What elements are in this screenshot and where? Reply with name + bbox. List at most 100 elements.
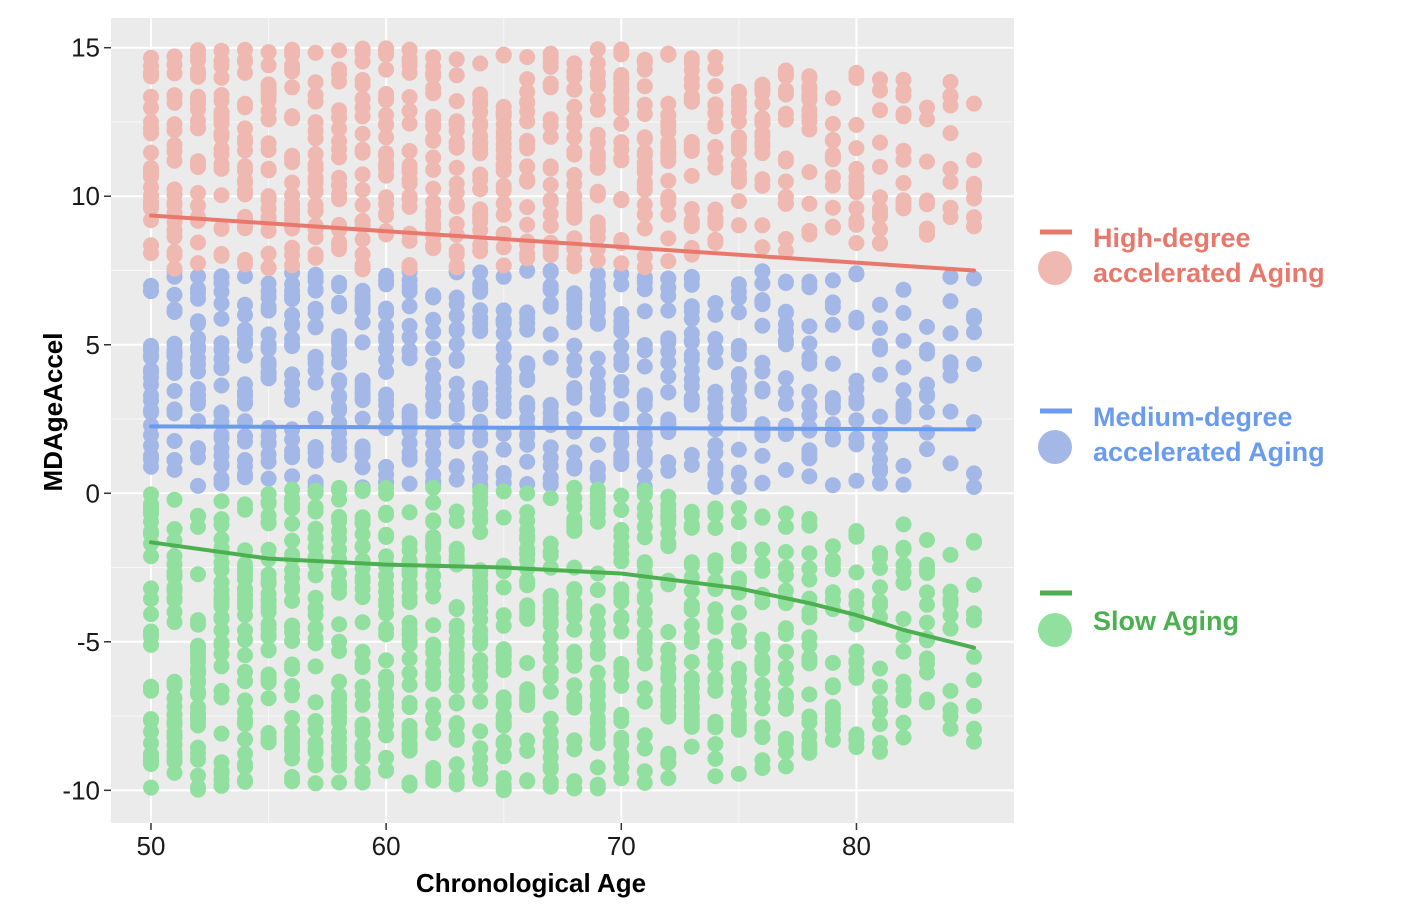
data-point bbox=[448, 259, 465, 276]
y-tick-label: 10 bbox=[71, 181, 100, 211]
data-point bbox=[495, 483, 512, 500]
data-point bbox=[848, 564, 865, 581]
data-point bbox=[307, 348, 324, 365]
data-point bbox=[636, 78, 653, 95]
data-point bbox=[730, 441, 747, 458]
data-point bbox=[284, 391, 301, 408]
data-point bbox=[872, 743, 888, 760]
data-point bbox=[284, 687, 301, 704]
data-point bbox=[166, 195, 183, 212]
data-point bbox=[848, 372, 865, 389]
data-point bbox=[872, 408, 888, 425]
data-point bbox=[213, 359, 230, 375]
data-point bbox=[166, 116, 183, 133]
data-point bbox=[966, 533, 982, 549]
data-point bbox=[754, 474, 771, 491]
data-point bbox=[307, 607, 324, 623]
data-point bbox=[895, 83, 912, 99]
data-point bbox=[872, 204, 888, 221]
data-point bbox=[872, 579, 888, 596]
data-point bbox=[683, 599, 700, 616]
data-point bbox=[378, 300, 395, 317]
data-point bbox=[354, 108, 371, 125]
data-point bbox=[895, 539, 912, 556]
data-point bbox=[919, 318, 935, 335]
data-point bbox=[542, 128, 559, 145]
data-point bbox=[872, 71, 888, 88]
data-point bbox=[425, 453, 442, 470]
data-point bbox=[237, 714, 253, 730]
data-point bbox=[613, 487, 630, 504]
data-point bbox=[331, 402, 348, 419]
data-point bbox=[707, 341, 724, 358]
data-point bbox=[143, 606, 159, 623]
data-point bbox=[636, 565, 653, 582]
data-point bbox=[542, 298, 559, 315]
data-point bbox=[284, 257, 301, 274]
data-point bbox=[683, 738, 700, 755]
data-point bbox=[331, 61, 348, 78]
data-point bbox=[683, 371, 700, 388]
data-point bbox=[166, 181, 183, 198]
data-point bbox=[730, 478, 747, 495]
data-point bbox=[213, 341, 230, 358]
data-point bbox=[942, 455, 959, 472]
data-point bbox=[331, 752, 348, 768]
data-point bbox=[331, 149, 348, 166]
data-point bbox=[378, 267, 395, 284]
data-point bbox=[495, 617, 512, 634]
data-point bbox=[683, 143, 700, 159]
legend-label-line2: accelerated Aging bbox=[1093, 437, 1325, 467]
data-point bbox=[354, 384, 371, 401]
data-point bbox=[824, 131, 841, 148]
data-point bbox=[730, 712, 747, 729]
data-point bbox=[660, 624, 677, 640]
data-point bbox=[166, 65, 183, 82]
data-point bbox=[166, 357, 183, 374]
data-point bbox=[378, 690, 395, 707]
data-point bbox=[401, 57, 418, 74]
data-point bbox=[636, 358, 653, 375]
data-point bbox=[166, 673, 183, 690]
data-point bbox=[754, 676, 771, 693]
data-point bbox=[143, 723, 159, 740]
data-point bbox=[683, 557, 700, 574]
data-point bbox=[895, 151, 912, 168]
data-point bbox=[683, 392, 700, 409]
data-point bbox=[307, 229, 324, 246]
data-point bbox=[354, 334, 371, 351]
data-point bbox=[966, 672, 982, 689]
data-point bbox=[213, 622, 230, 639]
data-point bbox=[566, 511, 583, 528]
data-point bbox=[754, 651, 771, 668]
data-point bbox=[801, 649, 818, 666]
data-point bbox=[660, 107, 677, 124]
data-point bbox=[519, 545, 536, 562]
data-point bbox=[613, 232, 630, 248]
data-point bbox=[425, 696, 442, 713]
data-point bbox=[425, 180, 442, 197]
data-point bbox=[942, 682, 959, 699]
data-point bbox=[542, 543, 559, 560]
data-point bbox=[636, 763, 653, 780]
data-point bbox=[519, 158, 536, 175]
data-point bbox=[190, 268, 206, 285]
data-point bbox=[872, 451, 888, 468]
data-point bbox=[378, 504, 395, 521]
data-point bbox=[848, 309, 865, 326]
trend-line-0 bbox=[149, 213, 976, 273]
data-point bbox=[754, 688, 771, 705]
data-point bbox=[425, 617, 442, 634]
data-point bbox=[307, 452, 324, 469]
data-point bbox=[801, 637, 818, 654]
data-point bbox=[942, 720, 959, 737]
data-point bbox=[213, 140, 230, 157]
data-point bbox=[260, 340, 277, 357]
data-point bbox=[566, 176, 583, 193]
data-point bbox=[730, 571, 747, 588]
data-point bbox=[166, 707, 183, 723]
data-point bbox=[872, 366, 888, 383]
data-point bbox=[519, 133, 536, 150]
data-point bbox=[284, 79, 301, 96]
data-point bbox=[942, 88, 959, 105]
